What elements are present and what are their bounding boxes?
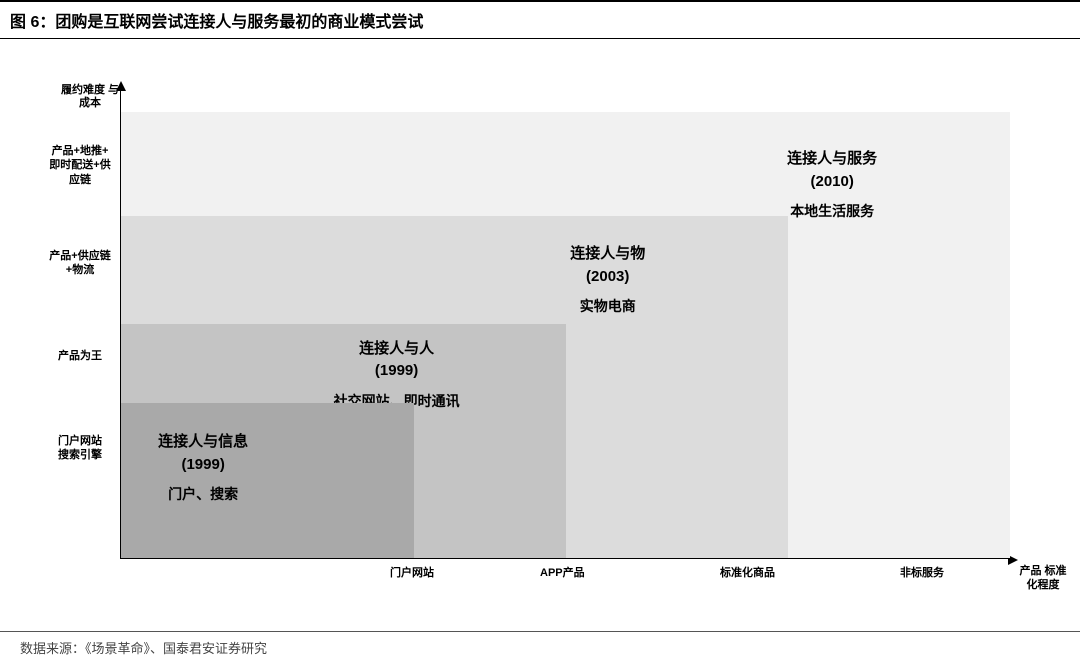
plot-region: 连接人与服务 (2010)本地生活服务连接人与物 (2003) 实物电商连接人与人… (120, 89, 1010, 559)
stage-headline: 连接人与服务 (2010) (742, 148, 922, 193)
y-axis-title: 履约难度 与成本 (60, 84, 120, 110)
stage-headline: 连接人与信息 (1999) (113, 431, 293, 476)
stage-rect: 连接人与信息 (1999)门户、搜索 (121, 403, 414, 558)
stage-label: 连接人与信息 (1999) 门户、搜索 (113, 431, 293, 505)
x-axis-label: 门户网站 (390, 564, 434, 580)
chart-area: 履约难度 与成本 连接人与服务 (2010)本地生活服务连接人与物 (2003)… (0, 39, 1080, 599)
stage-headline: 连接人与物 (2003) (518, 243, 698, 288)
x-axis-title: 产品 标准化程度 (1018, 564, 1068, 593)
stage-subtitle: 门户、搜索 (113, 484, 293, 505)
y-axis-label: 门户网站 搜索引擎 (45, 434, 115, 463)
x-axis-label: 非标服务 (900, 564, 944, 580)
data-source: 数据来源：《场景革命》、国泰君安证券研究 (0, 631, 1080, 657)
y-axis-label: 产品为王 (45, 349, 115, 363)
y-axis-label: 产品+供应链 +物流 (45, 249, 115, 278)
figure-title: 图 6：团购是互联网尝试连接人与服务最初的商业模式尝试 (0, 0, 1080, 39)
y-axis-label: 产品+地推+ 即时配送+供 应链 (45, 144, 115, 187)
stage-label: 连接人与物 (2003) 实物电商 (518, 243, 698, 317)
stage-subtitle: 实物电商 (518, 296, 698, 317)
stage-label: 连接人与服务 (2010)本地生活服务 (742, 148, 922, 222)
x-axis-label: 标准化商品 (720, 564, 775, 580)
stage-headline: 连接人与人 (1999) (307, 338, 487, 383)
stage-label: 连接人与人 (1999)社交网站、即时通讯 (307, 338, 487, 412)
x-axis-label: APP产品 (540, 564, 585, 580)
